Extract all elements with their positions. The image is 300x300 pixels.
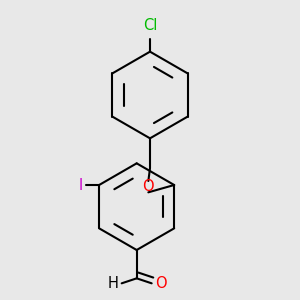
Text: O: O <box>142 179 154 194</box>
Text: Cl: Cl <box>143 18 157 33</box>
Text: O: O <box>155 276 166 291</box>
Text: H: H <box>107 276 118 291</box>
Text: I: I <box>78 178 82 193</box>
